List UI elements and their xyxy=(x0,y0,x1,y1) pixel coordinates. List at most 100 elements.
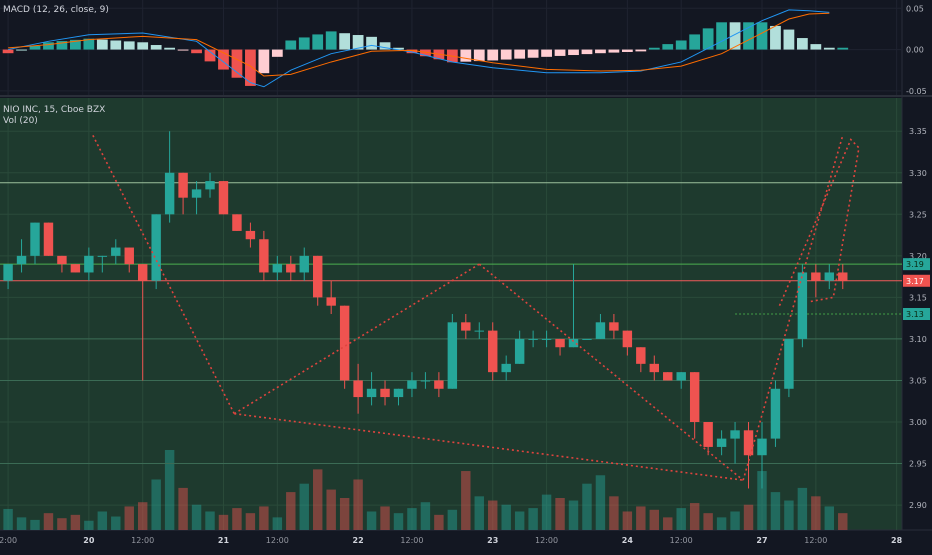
candle-body-39 xyxy=(528,338,538,340)
candle-body-52 xyxy=(703,422,713,447)
candle-body-16 xyxy=(218,181,229,215)
volume-bar-6 xyxy=(84,520,94,530)
price-tick-label-8: 2.95 xyxy=(909,460,927,469)
candle-body-54 xyxy=(730,430,740,439)
volume-bar-0 xyxy=(3,508,13,530)
time-tick-label-2: 12:00 xyxy=(131,536,154,545)
candle-body-8 xyxy=(111,247,121,256)
macd-histogram-bar-1 xyxy=(16,49,27,51)
macd-histogram-bar-30 xyxy=(406,49,418,54)
macd-histogram-bar-36 xyxy=(487,49,499,61)
macd-histogram-bar-40 xyxy=(541,49,552,57)
macd-title: MACD (12, 26, close, 9) xyxy=(3,5,109,15)
macd-histogram-bar-26 xyxy=(352,35,364,50)
macd-histogram-bar-37 xyxy=(500,49,512,60)
candle-body-14 xyxy=(191,189,202,198)
macd-series-1 xyxy=(8,12,830,77)
time-tick-label-9: 24 xyxy=(622,536,634,545)
pattern-drawings[interactable] xyxy=(92,135,860,481)
candle-body-53 xyxy=(716,438,727,447)
volume-bar-25 xyxy=(339,498,350,530)
volume-bar-43 xyxy=(582,483,592,530)
volume-bar-7 xyxy=(97,511,108,530)
candle-body-34 xyxy=(461,322,471,331)
macd-legend[interactable]: MACD (12, 26, close, 9) xyxy=(3,5,109,15)
volume-bar-48 xyxy=(649,509,659,530)
macd-histogram-bar-16 xyxy=(218,49,229,70)
volume-bar-59 xyxy=(797,487,808,530)
time-tick-label-7: 23 xyxy=(487,536,498,545)
candle-body-15 xyxy=(205,181,215,190)
volume-bar-52 xyxy=(703,513,713,530)
macd-histogram-bar-39 xyxy=(527,49,539,58)
volume-bar-27 xyxy=(366,511,377,530)
candle-body-38 xyxy=(514,338,525,364)
volume-bar-18 xyxy=(245,513,256,530)
macd-histogram-bar-29 xyxy=(393,47,404,50)
volume-legend[interactable]: Vol (20) xyxy=(3,116,38,126)
price-tick-label-9: 2.90 xyxy=(909,501,927,510)
candle-body-18 xyxy=(245,230,256,240)
macd-histogram-bar-3 xyxy=(43,42,54,50)
volume-bar-54 xyxy=(730,511,740,530)
macd-histogram-bar-0 xyxy=(2,49,14,54)
candle-body-33 xyxy=(447,322,458,389)
macd-histogram-bar-31 xyxy=(420,49,431,57)
price-tick-label-1: 3.30 xyxy=(909,169,927,178)
macd-histogram-bar-34 xyxy=(460,49,472,62)
candle-body-28 xyxy=(380,388,390,398)
candle-body-58 xyxy=(784,338,794,389)
time-tick-label-1: 20 xyxy=(83,536,95,545)
candle-body-26 xyxy=(353,380,363,398)
macd-histogram-bar-20 xyxy=(271,49,283,57)
macd-tick-label-1: 0.00 xyxy=(906,46,924,55)
macd-histogram-bar-17 xyxy=(231,49,243,78)
time-tick-label-8: 12:00 xyxy=(535,536,558,545)
time-axis[interactable]: 2:00 20 12:00 21 12:00 22 12:00 23 12:00 24 12:00 2… xyxy=(0,536,903,545)
volume-bar-24 xyxy=(326,489,336,530)
candle-body-42 xyxy=(568,338,579,348)
candle-body-13 xyxy=(178,172,188,198)
volume-bar-16 xyxy=(218,514,229,530)
volume-title: Vol (20) xyxy=(3,116,38,126)
candle-body-49 xyxy=(663,372,673,381)
candle-body-30 xyxy=(407,380,417,389)
pattern-line-2 xyxy=(478,263,744,481)
volume-bar-13 xyxy=(178,487,188,530)
time-tick-label-10: 12:00 xyxy=(670,536,693,545)
volume-bar-58 xyxy=(784,500,794,530)
volume-bar-22 xyxy=(299,483,309,530)
macd-histogram-bar-47 xyxy=(635,49,647,52)
macd-histogram-bar-6 xyxy=(83,38,95,50)
volume-bar-39 xyxy=(528,508,538,530)
volume-bar-40 xyxy=(541,494,552,530)
volume-bar-9 xyxy=(124,506,134,530)
macd-histogram-bar-46 xyxy=(621,49,633,52)
price-tick-label-6: 3.05 xyxy=(909,376,927,385)
candle-body-24 xyxy=(326,297,336,306)
price-label-bg-1 xyxy=(903,274,930,287)
volume-bar-26 xyxy=(353,479,363,530)
price-tick-label-5: 3.10 xyxy=(909,335,927,344)
candle-body-59 xyxy=(797,272,808,339)
macd-series-0 xyxy=(7,9,830,88)
candle-body-57 xyxy=(770,388,781,439)
volume-bar-53 xyxy=(716,517,727,530)
volume-bar-49 xyxy=(663,517,673,530)
macd-histogram-bar-55 xyxy=(743,22,754,50)
candle-body-12 xyxy=(164,172,175,215)
macd-histogram-bar-8 xyxy=(110,40,122,50)
macd-histogram-bar-19 xyxy=(258,49,270,74)
volume-bar-1 xyxy=(16,517,27,530)
candle-body-22 xyxy=(299,255,309,273)
price-label-0: 3.19 xyxy=(906,260,924,269)
volume-bar-55 xyxy=(743,504,754,530)
volume-bar-45 xyxy=(609,496,619,530)
macd-histogram-bar-49 xyxy=(662,44,674,50)
macd-histogram-bar-62 xyxy=(837,47,849,50)
symbol-legend[interactable]: NIO INC, 15, Cboe BZX xyxy=(3,105,105,115)
macd-histogram-bar-58 xyxy=(783,29,795,50)
price-axis[interactable]: 3.35 3.30 3.25 3.20 3.15 3.10 3.05 3.00 2.95 2.90… xyxy=(903,4,930,510)
